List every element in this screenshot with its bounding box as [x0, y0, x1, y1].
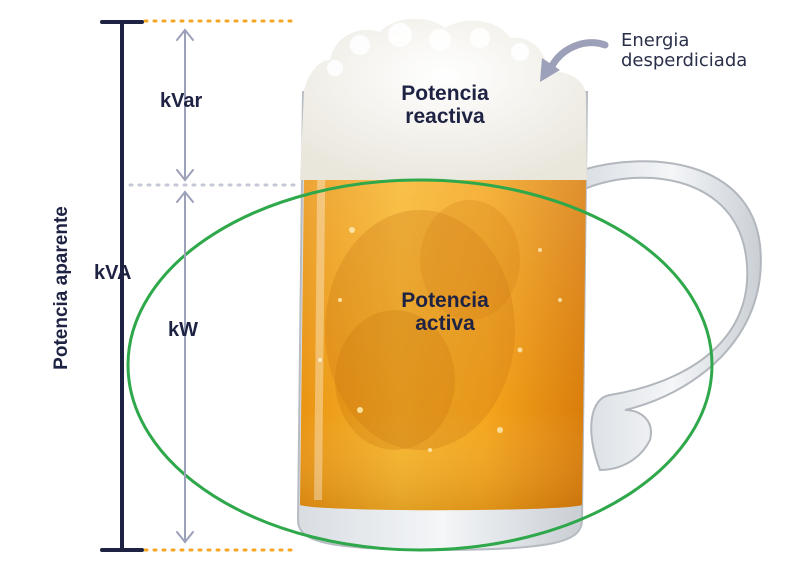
kvar-label: kVar [160, 90, 203, 112]
kw-arrow [176, 190, 194, 544]
note-line-1: Energia [621, 30, 690, 51]
note-line-2: desperdiciada [621, 50, 748, 71]
wasted-energy-arrow [540, 39, 609, 82]
mug-handle [581, 160, 762, 472]
beer-bubbles [318, 200, 562, 452]
kw-label: kW [168, 319, 198, 341]
reactive-power-label: Potencia reactiva [370, 82, 520, 128]
active-line-1: Potencia [401, 289, 489, 312]
wasted-energy-note: Energia desperdiciada [621, 31, 747, 71]
reactive-line-1: Potencia [401, 82, 489, 105]
active-power-ellipse [126, 178, 714, 552]
active-power-label: Potencia activa [370, 289, 520, 335]
apparent-power-title: Potencia aparente [51, 206, 72, 370]
kva-label: kVA [94, 262, 132, 284]
kva-bracket [100, 20, 144, 552]
reactive-line-2: reactiva [405, 105, 485, 128]
kvar-arrow [176, 28, 194, 182]
active-line-2: activa [415, 312, 475, 335]
